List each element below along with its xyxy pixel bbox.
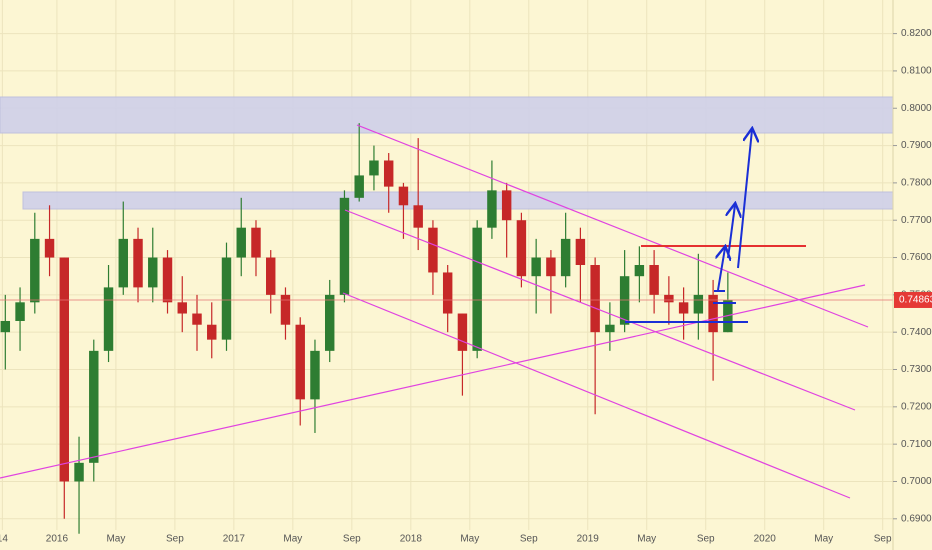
candle-body — [546, 257, 556, 277]
candle-body — [280, 294, 291, 325]
candle-body — [708, 294, 718, 333]
candle-body — [59, 257, 70, 482]
candle-body — [501, 190, 512, 221]
x-tick-label: 2017 — [223, 534, 246, 545]
candle-body — [44, 238, 55, 258]
candle-body — [516, 220, 527, 277]
candle-body — [251, 227, 261, 258]
candle-body — [162, 257, 173, 303]
candle-body — [339, 197, 350, 295]
candle-body — [442, 272, 453, 314]
projection-arrow — [728, 205, 735, 259]
candle-body — [560, 238, 571, 277]
trend-line — [344, 209, 856, 411]
x-tick-label: Sep — [697, 534, 715, 545]
last-price-label: 0.74863 — [899, 295, 932, 306]
candle-body — [207, 324, 217, 340]
x-tick-label: Sep — [166, 534, 184, 545]
candle-body — [30, 238, 40, 303]
x-tick-label: May — [814, 534, 833, 545]
candle-body — [354, 175, 364, 198]
projection-arrow — [737, 130, 752, 269]
candle-body — [177, 302, 187, 314]
candle-body — [487, 190, 497, 228]
candle-body — [310, 350, 320, 400]
x-tick-label: Sep — [343, 534, 361, 545]
candle-body — [324, 294, 335, 351]
x-tick-label: 2016 — [46, 534, 69, 545]
candle-body — [634, 265, 645, 277]
candle-body — [0, 320, 11, 333]
candle-body — [575, 238, 586, 265]
candle-body — [369, 160, 379, 176]
x-tick-label: May — [283, 534, 302, 545]
candle-body — [472, 227, 482, 351]
candle-body — [221, 257, 232, 340]
candle-body — [266, 257, 276, 295]
x-tick-label: May — [460, 534, 479, 545]
candle-body — [398, 186, 409, 206]
trend-line — [0, 284, 866, 479]
candle-body — [15, 302, 25, 321]
candle-body — [428, 227, 438, 273]
candle-body — [678, 302, 689, 314]
candle-body — [133, 238, 143, 288]
resistance-zone — [0, 96, 894, 134]
candle-body — [590, 265, 600, 333]
candle-body — [148, 257, 158, 288]
candle-body — [383, 160, 394, 187]
x-tick-label: Sep — [520, 534, 538, 545]
candle-body — [103, 287, 114, 351]
candle-body — [118, 238, 128, 288]
x-tick-label: May — [637, 534, 656, 545]
y-tick-label: 0.82000 — [901, 28, 932, 39]
candle-body — [605, 324, 615, 333]
trend-line — [356, 124, 869, 328]
candle-body — [619, 276, 630, 325]
candle-body — [531, 257, 541, 277]
resistance-zone — [22, 191, 894, 210]
candle-body — [74, 462, 84, 482]
candle-body — [89, 350, 99, 463]
candle-body — [693, 294, 704, 314]
candle-body — [457, 313, 468, 351]
last-price-box — [894, 291, 932, 308]
x-tick-label: Sep — [874, 534, 892, 545]
x-tick-label: 2018 — [400, 534, 423, 545]
candle-body — [413, 205, 423, 228]
candle-body — [664, 294, 674, 303]
candle-body — [649, 265, 659, 295]
x-tick-label: 2020 — [754, 534, 777, 545]
candle-body — [192, 313, 202, 325]
x-tick-label: May — [106, 534, 125, 545]
candle-body — [295, 324, 305, 400]
trend-line — [342, 292, 851, 499]
drawings — [0, 124, 869, 499]
projection-arrow — [718, 248, 725, 291]
x-tick-label: 2019 — [577, 534, 600, 545]
x-tick-label: 14 — [0, 534, 8, 545]
candle-body — [236, 227, 246, 258]
